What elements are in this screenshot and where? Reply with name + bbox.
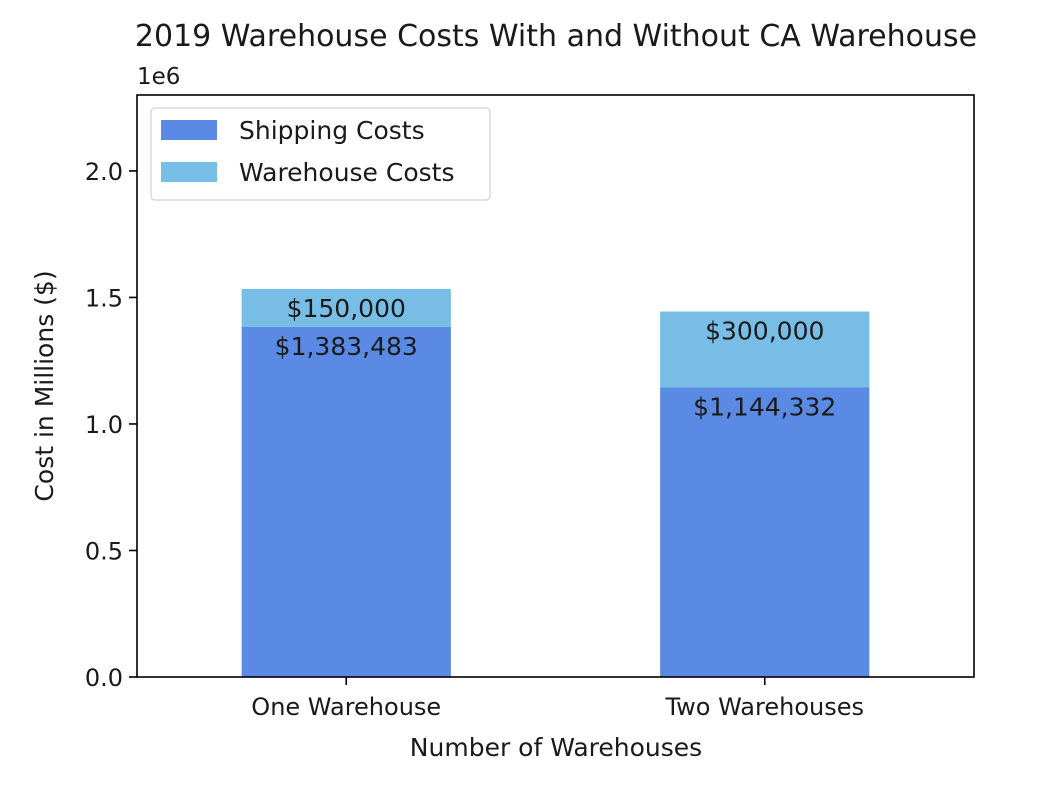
y-tick-label: 2.0	[85, 158, 123, 186]
y-axis-label: Cost in Millions ($)	[30, 270, 59, 501]
bar-value-label: $300,000	[705, 317, 824, 346]
y-tick-label: 1.0	[85, 411, 123, 439]
bar-value-label: $1,383,483	[275, 332, 418, 361]
plot-area-frame	[136, 94, 975, 678]
chart-title: 2019 Warehouse Costs With and Without CA…	[135, 19, 977, 54]
bar-warehouse-1	[241, 288, 451, 327]
x-axis: One Warehouse Two Warehouses	[251, 677, 864, 721]
legend-label-warehouse-costs: Warehouse Costs	[239, 158, 455, 187]
x-tick-label: One Warehouse	[251, 693, 441, 721]
legend-frame	[150, 107, 491, 201]
bar-labels-layer: $1,383,483 $150,000 $1,144,332 $300,000	[275, 294, 837, 421]
y-tick-label: 0.5	[85, 537, 123, 565]
y-axis: 0.0 0.5 1.0 1.5 2.0	[85, 158, 137, 692]
bar-value-label: $150,000	[287, 294, 406, 323]
bar-value-label: $1,144,332	[693, 392, 836, 421]
y-axis-offset-label: 1e6	[137, 64, 180, 90]
bar-shipping-2	[660, 387, 870, 677]
bar-shipping-1	[241, 326, 451, 677]
legend-swatch-warehouse-costs	[161, 162, 217, 182]
bars-layer	[241, 288, 870, 677]
legend: Shipping Costs Warehouse Costs	[150, 107, 491, 201]
legend-swatch-shipping-costs	[161, 120, 217, 140]
x-tick-label: Two Warehouses	[664, 693, 864, 721]
y-tick-label: 0.0	[85, 664, 123, 692]
y-tick-label: 1.5	[85, 284, 123, 312]
bar-warehouse-2	[660, 311, 870, 388]
legend-label-shipping-costs: Shipping Costs	[239, 116, 425, 145]
x-axis-label: Number of Warehouses	[410, 733, 702, 762]
